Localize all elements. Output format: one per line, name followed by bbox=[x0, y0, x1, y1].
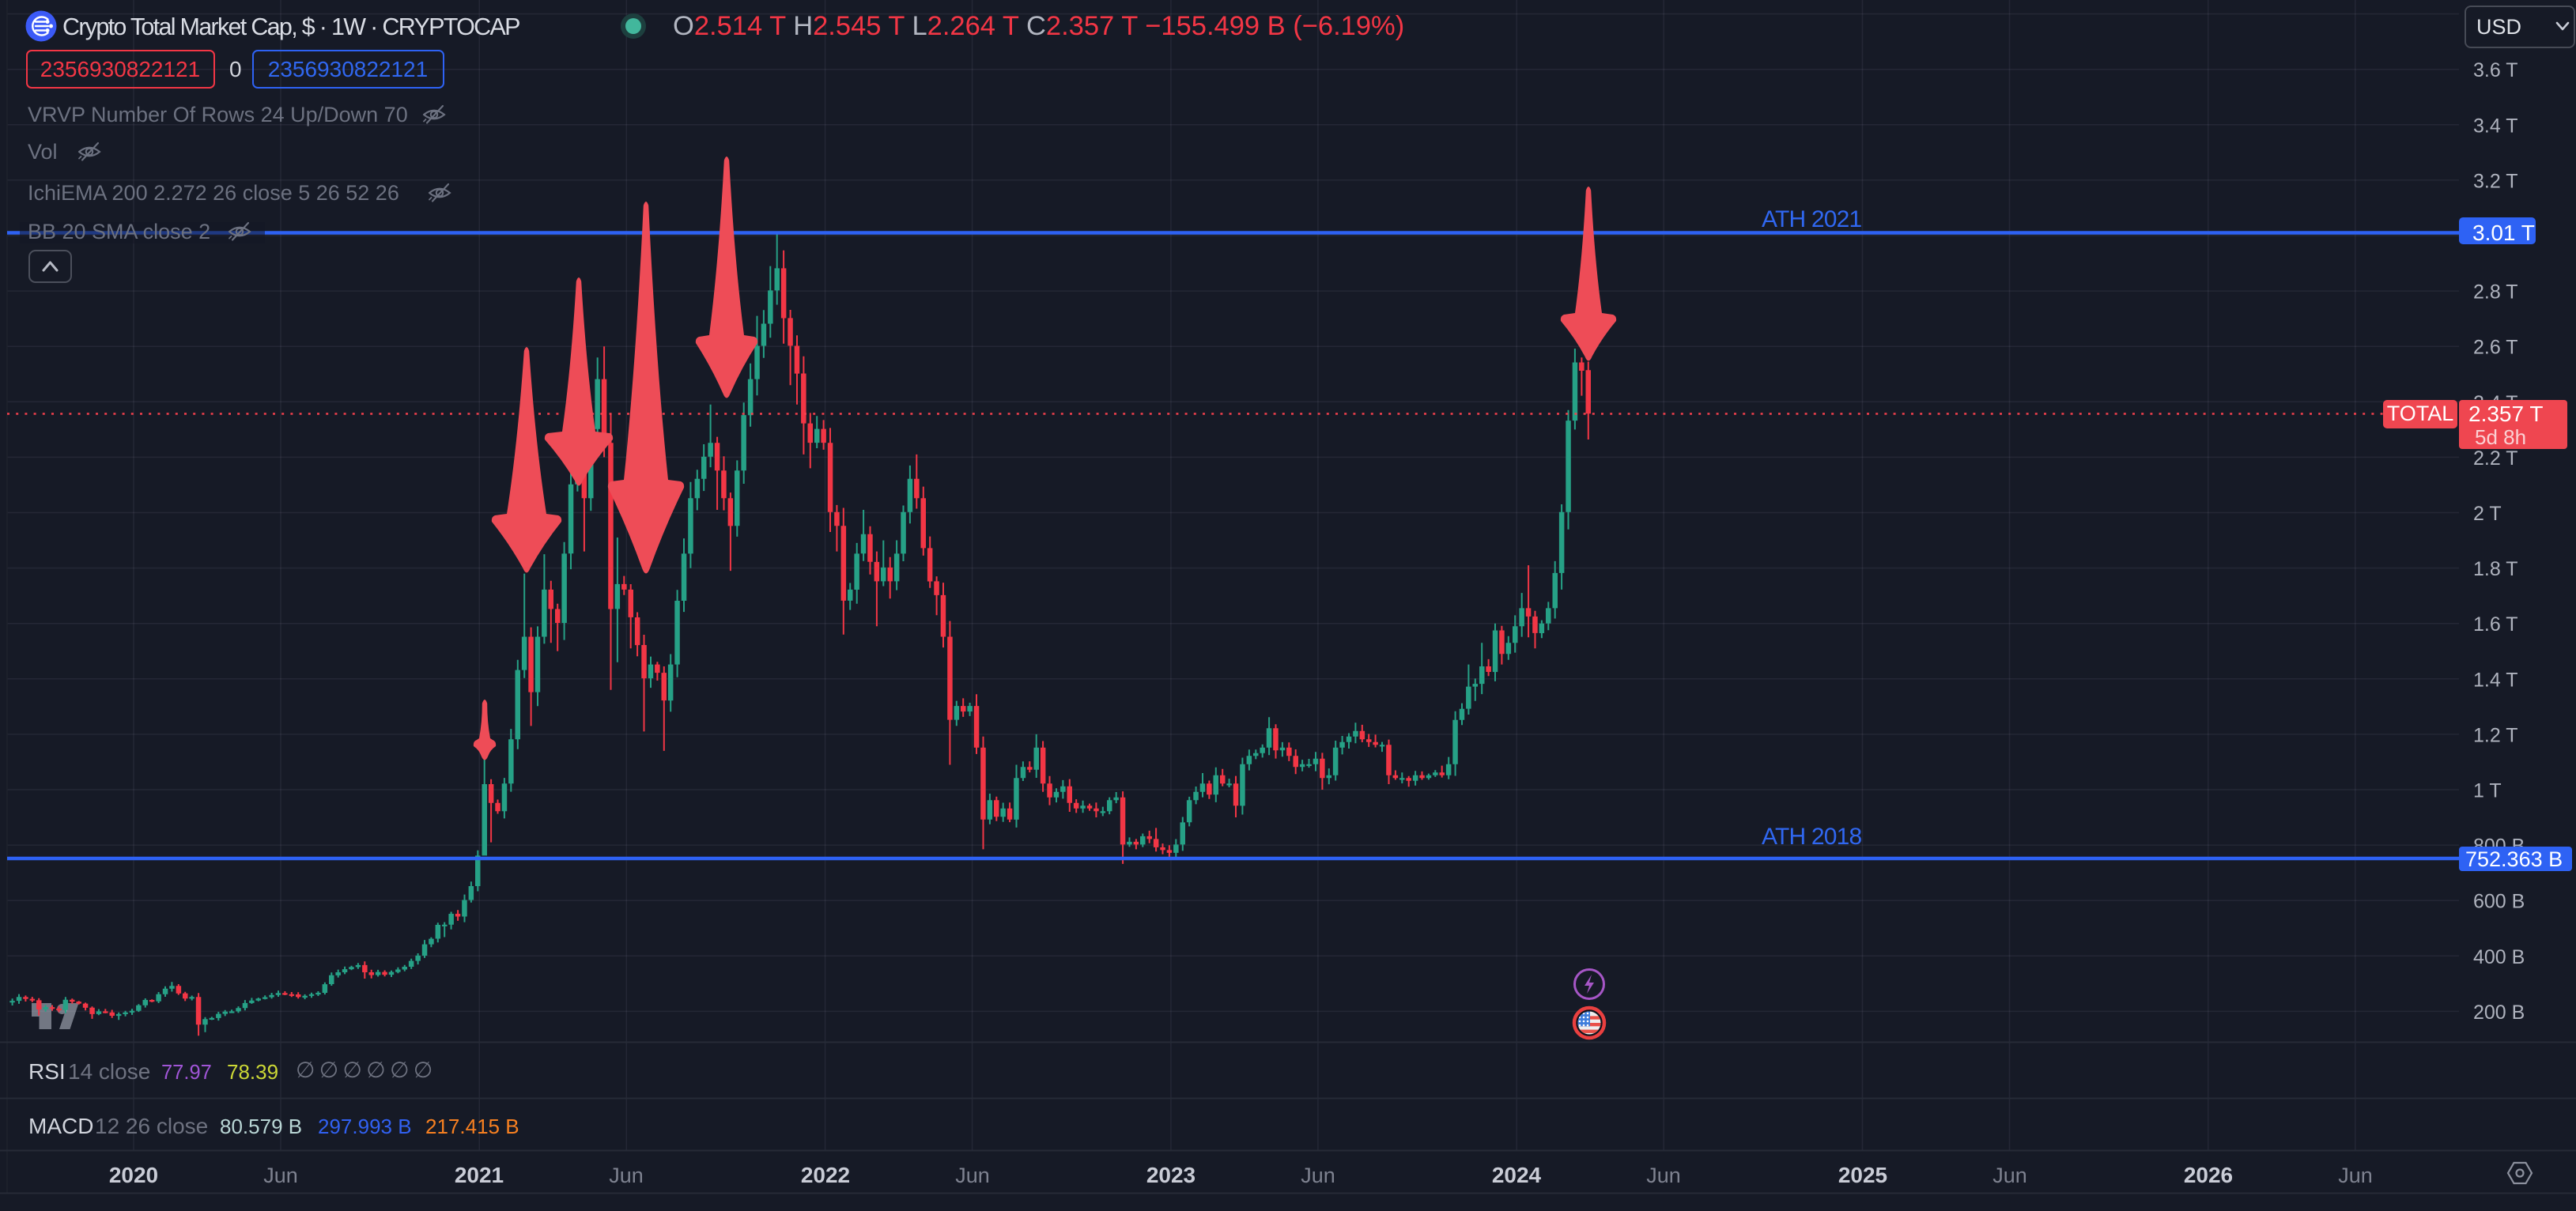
svg-text:Jun: Jun bbox=[1992, 1164, 2027, 1187]
svg-text:1 T: 1 T bbox=[2473, 780, 2502, 802]
svg-text:12 26 close: 12 26 close bbox=[95, 1114, 208, 1138]
svg-text:400 B: 400 B bbox=[2473, 946, 2525, 968]
svg-text:297.993 B: 297.993 B bbox=[318, 1115, 412, 1138]
svg-text:Jun: Jun bbox=[1301, 1164, 1335, 1187]
svg-text:1.4 T: 1.4 T bbox=[2473, 669, 2518, 691]
svg-text:RSI: RSI bbox=[28, 1059, 66, 1084]
svg-text:1.8 T: 1.8 T bbox=[2473, 558, 2518, 580]
svg-text:3.4 T: 3.4 T bbox=[2473, 115, 2518, 137]
svg-text:USD: USD bbox=[2476, 15, 2521, 39]
svg-text:2026: 2026 bbox=[2184, 1163, 2233, 1187]
svg-text:2022: 2022 bbox=[801, 1163, 850, 1187]
svg-text:Jun: Jun bbox=[2338, 1164, 2373, 1187]
svg-text:TOTAL: TOTAL bbox=[2387, 402, 2454, 425]
svg-text:Jun: Jun bbox=[1646, 1164, 1681, 1187]
svg-text:3.2 T: 3.2 T bbox=[2473, 170, 2518, 192]
svg-text:VRVP Number Of Rows 24 Up/Down: VRVP Number Of Rows 24 Up/Down 70 bbox=[28, 103, 408, 126]
svg-text:2.8 T: 2.8 T bbox=[2473, 281, 2518, 304]
svg-text:2023: 2023 bbox=[1146, 1163, 1195, 1187]
svg-text:2.6 T: 2.6 T bbox=[2473, 337, 2518, 359]
svg-text:2 T: 2 T bbox=[2473, 503, 2502, 525]
svg-text:2020: 2020 bbox=[109, 1163, 158, 1187]
svg-text:2356930822121: 2356930822121 bbox=[268, 57, 428, 81]
svg-text:MACD: MACD bbox=[28, 1114, 93, 1138]
svg-text:2025: 2025 bbox=[1838, 1163, 1887, 1187]
svg-text:80.579 B: 80.579 B bbox=[220, 1115, 302, 1138]
svg-text:0: 0 bbox=[229, 57, 242, 81]
svg-text:600 B: 600 B bbox=[2473, 891, 2525, 913]
svg-text:1.2 T: 1.2 T bbox=[2473, 724, 2518, 746]
svg-text:1.6 T: 1.6 T bbox=[2473, 613, 2518, 636]
svg-text:Vol: Vol bbox=[28, 140, 58, 164]
svg-text:2021: 2021 bbox=[455, 1163, 504, 1187]
svg-text:BB 20 SMA close 2: BB 20 SMA close 2 bbox=[28, 220, 210, 243]
svg-text:O2.514 T H2.545 T L2.264 T: O2.514 T H2.545 T L2.264 T C2.357 T −155… bbox=[673, 11, 1404, 41]
svg-text:217.415 B: 217.415 B bbox=[425, 1115, 519, 1138]
svg-text:5d 8h: 5d 8h bbox=[2475, 425, 2526, 449]
svg-text:ATH 2021: ATH 2021 bbox=[1762, 206, 1862, 232]
svg-text:77.97: 77.97 bbox=[161, 1062, 212, 1084]
svg-text:2.357 T: 2.357 T bbox=[2468, 402, 2543, 426]
svg-text:2.2 T: 2.2 T bbox=[2473, 447, 2518, 470]
svg-text:∅ ∅ ∅ ∅ ∅ ∅: ∅ ∅ ∅ ∅ ∅ ∅ bbox=[296, 1058, 432, 1082]
svg-text:3.6 T: 3.6 T bbox=[2473, 59, 2518, 81]
svg-text:14 close: 14 close bbox=[68, 1059, 150, 1084]
svg-text:2024: 2024 bbox=[1492, 1163, 1542, 1187]
svg-text:2356930822121: 2356930822121 bbox=[40, 57, 200, 81]
svg-text:Crypto Total Market Cap, $ · 1: Crypto Total Market Cap, $ · 1W · CRYPTO… bbox=[62, 13, 519, 40]
svg-text:752.363 B: 752.363 B bbox=[2465, 847, 2563, 871]
svg-text:IchiEMA 200 2.272 26 close 5 2: IchiEMA 200 2.272 26 close 5 26 52 26 bbox=[28, 181, 399, 205]
svg-text:Jun: Jun bbox=[609, 1164, 644, 1187]
svg-text:78.39: 78.39 bbox=[227, 1060, 278, 1084]
svg-text:200 B: 200 B bbox=[2473, 1002, 2525, 1024]
svg-text:3.01 T: 3.01 T bbox=[2472, 221, 2535, 245]
svg-text:ATH 2018: ATH 2018 bbox=[1762, 824, 1862, 850]
svg-text:Jun: Jun bbox=[955, 1164, 990, 1187]
svg-text:Jun: Jun bbox=[263, 1164, 298, 1187]
